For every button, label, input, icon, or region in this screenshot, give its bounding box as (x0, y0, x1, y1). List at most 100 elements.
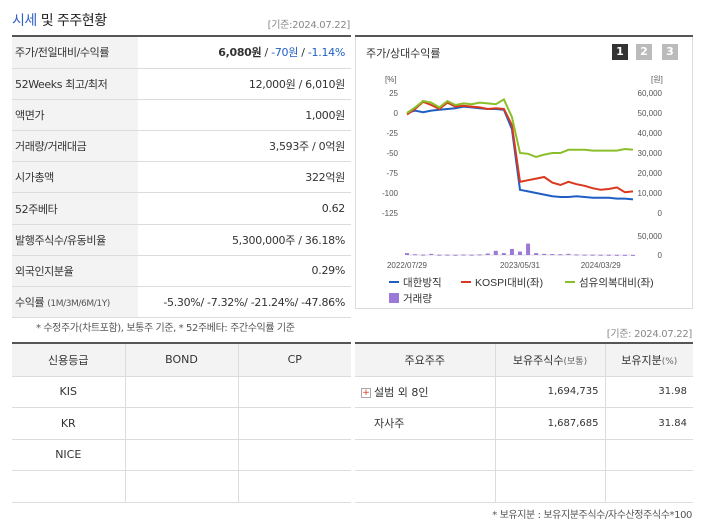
quote-row-52w: 52Weeks 최고/최저 12,000원 / 6,010원 (12, 68, 351, 100)
quote-footnote: * 수정주가(차트포함), 보통주 기준, * 52주베타: 주간수익률 기준 (36, 323, 295, 334)
volume-tick-label: 50,000 (638, 232, 663, 241)
chart-tab-3[interactable]: 3 (662, 44, 678, 60)
credit-cp (237, 470, 351, 503)
quote-label: 거래량/거래대금 (12, 130, 138, 163)
quote-row-par: 액면가 1,000원 (12, 99, 351, 132)
quote-label: 52Weeks 최고/최저 (12, 68, 138, 100)
series-line (406, 105, 634, 201)
volume-bar (582, 254, 587, 256)
credit-bond (124, 438, 239, 471)
x-tick-label: 2023/05/31 (500, 261, 541, 270)
legend-label: 대한방직 (403, 277, 442, 289)
volume-bar (429, 253, 434, 255)
volume-bar (550, 254, 555, 256)
volume-bar (445, 254, 450, 256)
volume-bar (631, 254, 635, 256)
left-tick-label: 0 (394, 109, 399, 118)
legend-bar-icon (389, 293, 399, 303)
holder-shares: 1,694,735 (494, 375, 606, 408)
holders-header: 보유지분(%) (604, 344, 693, 377)
volume-bar (542, 253, 547, 255)
quote-value: -5.30%/ -7.32%/ -21.24%/ -47.86% (138, 286, 351, 319)
credit-agency: KR (12, 407, 126, 440)
quote-row-price: 주가/전일대비/수익률 6,080원 / -70원 / -1.14% (12, 37, 351, 69)
right-tick-label: 60,000 (638, 89, 663, 98)
right-tick-label: 40,000 (638, 129, 663, 138)
legend-label: 거래량 (403, 293, 432, 305)
chart-tab-1[interactable]: 1 (612, 44, 628, 60)
quote-value: 0.62 (138, 192, 351, 225)
left-tick-label: -50 (386, 149, 398, 158)
left-tick-label: 25 (389, 89, 398, 98)
volume-bar (405, 253, 409, 255)
right-tick-label: 30,000 (638, 149, 663, 158)
left-tick-label: -125 (382, 209, 399, 218)
quote-value: 5,300,000주 / 36.18% (138, 224, 351, 256)
current-price: 6,080원 (218, 46, 262, 60)
credit-bond (124, 375, 239, 408)
volume-bar (518, 251, 522, 255)
quote-basedate: [기준:2024.07.22] (267, 20, 351, 31)
volume-bar (574, 254, 579, 256)
volume-bar (421, 254, 426, 256)
x-tick-label: 2022/07/29 (387, 261, 428, 270)
holders-table: 주요주주 보유주식수(보통) 보유지분(%) + 설범 외 8인 1,694,73… (355, 344, 693, 503)
series-line (406, 100, 634, 194)
price-change: -70원 (271, 46, 299, 60)
table-row: 자사주 1,687,685 31.84 (355, 407, 693, 440)
right-tick-label: 10,000 (638, 189, 663, 198)
right-tick-label: 0 (658, 209, 663, 218)
volume-tick-label: 0 (658, 251, 663, 260)
volume-bar (614, 254, 619, 256)
table-row: KIS (12, 375, 351, 408)
volume-bar (558, 254, 563, 256)
chart-title: 주가/상대수익률 (366, 47, 441, 60)
credit-bond (124, 470, 239, 503)
quote-value: 0.29% (138, 255, 351, 288)
credit-cp (237, 375, 351, 408)
quote-label: 외국인지분율 (12, 255, 138, 288)
left-tick-label: -100 (382, 189, 399, 198)
holder-shares: 1,687,685 (494, 407, 606, 440)
credit-header-row: 신용등급 BOND CP (12, 344, 351, 377)
legend-label: 섬유의복대비(좌) (579, 277, 654, 289)
left-axis-unit: [%] (385, 75, 397, 84)
quote-label: 수익률 (1M/3M/6M/1Y) (12, 286, 138, 319)
returns-periods: (1M/3M/6M/1Y) (47, 299, 110, 310)
holders-top-rule (355, 342, 693, 344)
x-tick-label: 2024/03/29 (581, 261, 622, 270)
holder-name[interactable]: + 설범 외 8인 (355, 375, 496, 408)
volume-bar (493, 250, 498, 255)
chart-tab-2[interactable]: 2 (636, 44, 652, 60)
volume-bar (606, 254, 611, 256)
holder-pct: 31.98 (604, 375, 693, 408)
credit-agency (12, 470, 126, 503)
holder-pct: 31.84 (604, 407, 693, 440)
credit-table: 신용등급 BOND CP KIS KR NICE (12, 344, 351, 503)
quote-label: 주가/전일대비/수익률 (12, 37, 138, 69)
credit-bond (124, 407, 239, 440)
quote-row-volume: 거래량/거래대금 3,593주 / 0억원 (12, 130, 351, 163)
quote-value: 322억원 (138, 161, 351, 194)
credit-header: CP (237, 344, 351, 377)
section-title: 시세 및 주주현황 (12, 10, 107, 30)
quote-label: 발행주식수/유동비율 (12, 224, 138, 256)
legend-label: KOSPI대비(좌) (475, 277, 543, 289)
volume-bar (590, 254, 595, 256)
chart-panel (355, 37, 693, 309)
table-row: + 설범 외 8인 1,694,735 31.98 (355, 375, 693, 408)
quote-row-foreign: 외국인지분율 0.29% (12, 255, 351, 288)
price-change-rate: -1.14% (307, 46, 345, 60)
expand-plus-icon[interactable]: + (361, 387, 371, 398)
chart-top-rule (355, 35, 693, 37)
holders-header-row: 주요주주 보유주식수(보통) 보유지분(%) (355, 344, 693, 377)
title-rest: 및 주주현황 (40, 13, 107, 29)
credit-cp (237, 438, 351, 471)
volume-bar (509, 248, 514, 255)
quote-row-beta: 52주베타 0.62 (12, 192, 351, 225)
table-row: NICE (12, 438, 351, 471)
volume-bar (598, 254, 603, 256)
credit-header: 신용등급 (12, 344, 126, 377)
quote-value: 1,000원 (138, 99, 351, 132)
quote-row-shares: 발행주식수/유동비율 5,300,000주 / 36.18% (12, 224, 351, 256)
